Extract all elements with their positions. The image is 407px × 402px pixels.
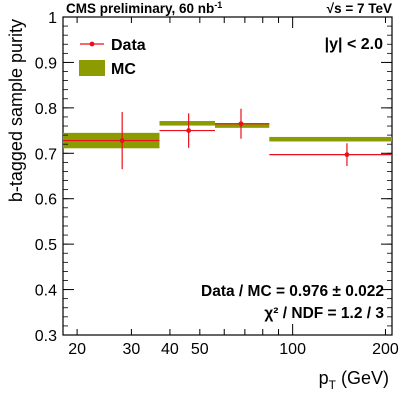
y-axis-title: b-tagged sample purity (6, 19, 26, 202)
data-point-2 (214, 108, 270, 139)
data-point-0 (63, 111, 160, 170)
y-tick-label-6: 0.9 (35, 55, 57, 72)
data-points (63, 108, 392, 170)
data-point-1-marker (186, 128, 192, 133)
axis-ticks: 0.3 0.4 0.5 0.6 0.7 0.8 0.9 1 20 30 40 50 100 200 (35, 10, 399, 358)
data-point-1 (159, 113, 215, 148)
plot-frame (62, 16, 393, 336)
legend: Data MC (79, 37, 146, 78)
x-tick-label-0: 20 (68, 341, 86, 358)
data-point-3-marker (344, 152, 350, 158)
legend-mc-label: MC (111, 61, 136, 78)
x-axis-title: pT (GeV) (319, 368, 389, 392)
annotation-ratio: Data / MC = 0.976 ± 0.022 (201, 283, 384, 300)
mc-band-3 (269, 136, 392, 142)
y-tick-label-3: 0.6 (35, 192, 57, 209)
y-tick-label-1: 0.4 (35, 283, 57, 300)
legend-data-label: Data (111, 37, 146, 54)
x-tick-label-1: 30 (123, 341, 141, 358)
x-tick-label-3: 50 (191, 341, 209, 358)
legend-data-marker (80, 41, 104, 47)
x-tick-label-4: 100 (279, 341, 306, 358)
data-point-3 (269, 143, 392, 167)
y-tick-label-2: 0.5 (35, 237, 57, 254)
y-tick-label-7: 1 (48, 10, 57, 27)
x-tick-label-5: 200 (372, 341, 399, 358)
data-point-0-marker (119, 138, 125, 143)
mc-band-1 (159, 121, 215, 126)
legend-mc-swatch (79, 60, 105, 76)
mc-bands (63, 121, 392, 149)
y-tick-label-0: 0.3 (35, 328, 57, 345)
x-tick-label-2: 40 (161, 341, 179, 358)
y-tick-label-5: 0.8 (35, 101, 57, 118)
selection-label: |y| < 2.0 (325, 36, 383, 53)
header-left: CMS preliminary, 60 nb-1 (66, 0, 222, 16)
data-point-2-marker (238, 121, 244, 127)
header-right: √s = 7 TeV (327, 1, 392, 16)
annotation-chi2: χ² / NDF = 1.2 / 3 (264, 305, 384, 322)
y-tick-label-4: 0.7 (35, 146, 57, 163)
